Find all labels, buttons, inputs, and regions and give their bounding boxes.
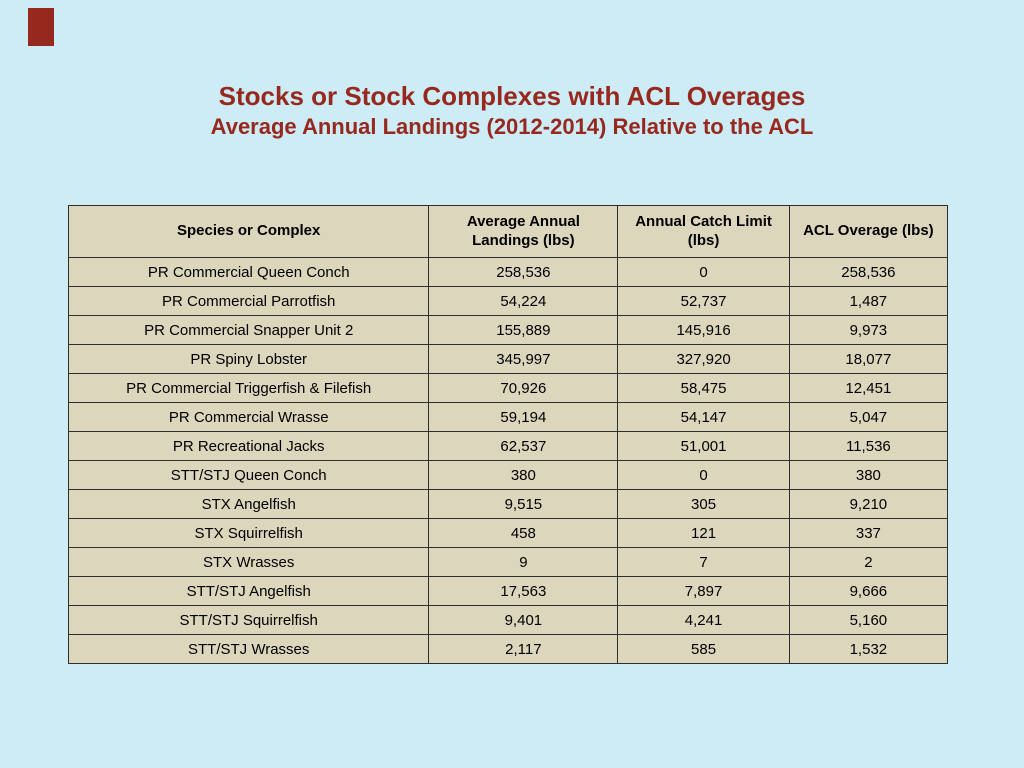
value-cell: 17,563 [428, 576, 619, 606]
table-row: STT/STJ Wrasses 2,117 585 1,532 [67, 634, 949, 664]
species-cell: PR Commercial Triggerfish & Filefish [67, 373, 430, 403]
header-species: Species or Complex [67, 205, 430, 258]
header-acl-overage: ACL Overage (lbs) [788, 205, 949, 258]
value-cell: 9,666 [788, 576, 949, 606]
table-row: STX Angelfish 9,515 305 9,210 [67, 489, 949, 519]
value-cell: 380 [788, 460, 949, 490]
value-cell: 9,973 [788, 315, 949, 345]
table-row: PR Commercial Triggerfish & Filefish 70,9… [67, 373, 949, 403]
value-cell: 4,241 [617, 605, 790, 635]
slide-subtitle: Average Annual Landings (2012-2014) Rela… [210, 113, 814, 139]
slide-header: Stocks or Stock Complexes with ACL Overa… [0, 80, 1024, 141]
value-cell: 11,536 [788, 431, 949, 461]
value-cell: 258,536 [788, 257, 949, 287]
value-cell: 12,451 [788, 373, 949, 403]
species-cell: STT/STJ Squirrelfish [67, 605, 430, 635]
acl-overages-table: Species or Complex Average Annual Landin… [67, 205, 949, 664]
species-cell: PR Commercial Snapper Unit 2 [67, 315, 430, 345]
value-cell: 5,047 [788, 402, 949, 432]
value-cell: 2,117 [428, 634, 619, 664]
value-cell: 380 [428, 460, 619, 490]
value-cell: 9,401 [428, 605, 619, 635]
species-cell: STT/STJ Wrasses [67, 634, 430, 664]
value-cell: 9,515 [428, 489, 619, 519]
value-cell: 0 [617, 460, 790, 490]
species-cell: STT/STJ Angelfish [67, 576, 430, 606]
value-cell: 305 [617, 489, 790, 519]
value-cell: 70,926 [428, 373, 619, 403]
table-row: PR Commercial Parrotfish 54,224 52,737 1,48… [67, 286, 949, 316]
table-row: PR Recreational Jacks 62,537 51,001 11,536 [67, 431, 949, 461]
value-cell: 258,536 [428, 257, 619, 287]
table-row: STT/STJ Queen Conch 380 0 380 [67, 460, 949, 490]
species-cell: STT/STJ Queen Conch [67, 460, 430, 490]
value-cell: 18,077 [788, 344, 949, 374]
value-cell: 7 [617, 547, 790, 577]
value-cell: 585 [617, 634, 790, 664]
header-average-landings: Average Annual Landings (lbs) [428, 205, 619, 258]
table-row: STX Wrasses 9 7 2 [67, 547, 949, 577]
species-cell: PR Commercial Queen Conch [67, 257, 430, 287]
value-cell: 58,475 [617, 373, 790, 403]
table-body: PR Commercial Queen Conch 258,536 0 258,536… [67, 257, 949, 664]
table-header-row: Species or Complex Average Annual Landin… [67, 205, 949, 258]
value-cell: 9,210 [788, 489, 949, 519]
value-cell: 51,001 [617, 431, 790, 461]
value-cell: 121 [617, 518, 790, 548]
header-annual-catch-limit: Annual Catch Limit (lbs) [617, 205, 790, 258]
slide-title: Stocks or Stock Complexes with ACL Overa… [218, 81, 806, 111]
value-cell: 145,916 [617, 315, 790, 345]
value-cell: 1,487 [788, 286, 949, 316]
table-row: STX Squirrelfish 458 121 337 [67, 518, 949, 548]
value-cell: 54,224 [428, 286, 619, 316]
species-cell: PR Recreational Jacks [67, 431, 430, 461]
species-cell: STX Wrasses [67, 547, 430, 577]
value-cell: 52,737 [617, 286, 790, 316]
species-cell: PR Commercial Parrotfish [67, 286, 430, 316]
species-cell: PR Spiny Lobster [67, 344, 430, 374]
value-cell: 59,194 [428, 402, 619, 432]
value-cell: 0 [617, 257, 790, 287]
value-cell: 2 [788, 547, 949, 577]
table-row: STT/STJ Squirrelfish 9,401 4,241 5,160 [67, 605, 949, 635]
value-cell: 5,160 [788, 605, 949, 635]
value-cell: 345,997 [428, 344, 619, 374]
table-row: STT/STJ Angelfish 17,563 7,897 9,666 [67, 576, 949, 606]
slide-accent-bar [28, 8, 54, 46]
table-row: PR Commercial Queen Conch 258,536 0 258,536 [67, 257, 949, 287]
species-cell: STX Angelfish [67, 489, 430, 519]
value-cell: 9 [428, 547, 619, 577]
species-cell: PR Commercial Wrasse [67, 402, 430, 432]
value-cell: 337 [788, 518, 949, 548]
value-cell: 1,532 [788, 634, 949, 664]
value-cell: 7,897 [617, 576, 790, 606]
value-cell: 155,889 [428, 315, 619, 345]
species-cell: STX Squirrelfish [67, 518, 430, 548]
table-row: PR Commercial Snapper Unit 2 155,889 145,9… [67, 315, 949, 345]
value-cell: 62,537 [428, 431, 619, 461]
value-cell: 54,147 [617, 402, 790, 432]
table-row: PR Spiny Lobster 345,997 327,920 18,077 [67, 344, 949, 374]
value-cell: 327,920 [617, 344, 790, 374]
value-cell: 458 [428, 518, 619, 548]
table-row: PR Commercial Wrasse 59,194 54,147 5,047 [67, 402, 949, 432]
